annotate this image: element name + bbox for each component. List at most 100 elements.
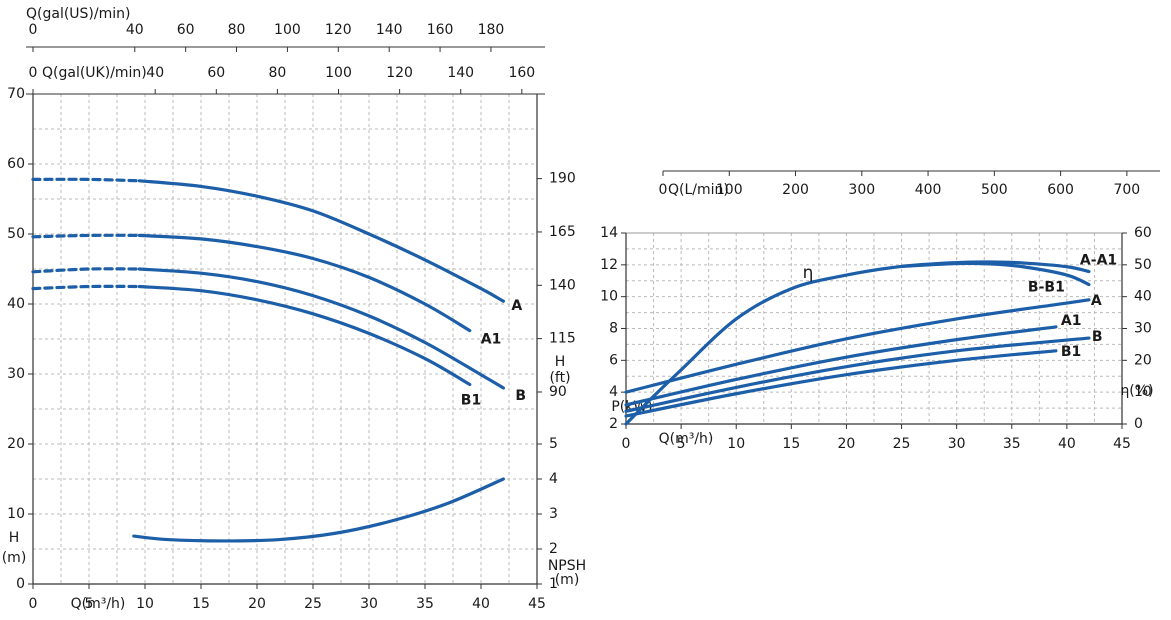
top-tick-label: 60 bbox=[207, 65, 225, 81]
y-tick-label: 10 bbox=[600, 289, 618, 305]
y-tick-label: 10 bbox=[7, 506, 25, 522]
y-axis-title: P(kW) bbox=[611, 399, 652, 415]
top-tick-label: 100 bbox=[716, 182, 743, 198]
top-tick-label: 80 bbox=[268, 65, 286, 81]
curve-label: B bbox=[1092, 329, 1103, 345]
curve bbox=[624, 349, 1058, 418]
curve bbox=[624, 260, 1091, 426]
y2-tick-label: 115 bbox=[549, 331, 576, 347]
y2-tick-label: 90 bbox=[549, 384, 567, 400]
curve-label: A bbox=[1091, 293, 1102, 309]
x-tick-label: 20 bbox=[838, 436, 856, 452]
top-tick-label: 140 bbox=[376, 22, 403, 38]
x-tick-label: 0 bbox=[622, 436, 631, 452]
curve bbox=[132, 477, 505, 543]
top-tick-label: 600 bbox=[1047, 182, 1074, 198]
top-tick-label: 0 bbox=[29, 65, 38, 81]
top-tick-label: 40 bbox=[146, 65, 164, 81]
y2-tick-label: 0 bbox=[1134, 416, 1143, 432]
x-tick-label: 45 bbox=[1113, 436, 1131, 452]
top-tick-label: 180 bbox=[478, 22, 505, 38]
y-tick-label: 50 bbox=[7, 226, 25, 242]
y-tick-label: 30 bbox=[7, 366, 25, 382]
x-tick-label: 10 bbox=[727, 436, 745, 452]
x-tick-label: 45 bbox=[528, 596, 546, 612]
curve bbox=[31, 177, 141, 183]
y2-tick-label: 30 bbox=[1134, 321, 1152, 337]
y3-tick-label: 2 bbox=[549, 541, 558, 557]
y-tick-label: 20 bbox=[7, 436, 25, 452]
y-tick-label: 60 bbox=[7, 156, 25, 172]
x-tick-label: 10 bbox=[136, 596, 154, 612]
y-tick-label: 14 bbox=[600, 225, 618, 241]
x-tick-label: 30 bbox=[948, 436, 966, 452]
y3-tick-label: 3 bbox=[549, 506, 558, 522]
y2-axis-title: H bbox=[555, 354, 566, 370]
curve bbox=[137, 267, 505, 390]
x-tick-label: 20 bbox=[248, 596, 266, 612]
x-axis-title: Q(m³/h) bbox=[659, 431, 714, 447]
y3-tick-label: 4 bbox=[549, 471, 558, 487]
y2-axis-title: (ft) bbox=[549, 370, 570, 386]
x-tick-label: 35 bbox=[416, 596, 434, 612]
top-tick-label: 100 bbox=[325, 65, 352, 81]
top-tick-label: 0 bbox=[659, 182, 668, 198]
y2-tick-label: 165 bbox=[549, 224, 576, 240]
curve bbox=[31, 267, 141, 274]
y-tick-label: 2 bbox=[609, 416, 618, 432]
x-tick-label: 0 bbox=[29, 596, 38, 612]
top-tick-label: 300 bbox=[848, 182, 875, 198]
y-tick-label: 40 bbox=[7, 296, 25, 312]
x-tick-label: 40 bbox=[1058, 436, 1076, 452]
curve-label: A1 bbox=[481, 332, 502, 348]
x-tick-label: 25 bbox=[893, 436, 911, 452]
x-tick-label: 5 bbox=[677, 436, 686, 452]
top-tick-label: 80 bbox=[228, 22, 246, 38]
y2-tick-label: 140 bbox=[549, 277, 576, 293]
top-tick-label: 120 bbox=[386, 65, 413, 81]
x-tick-label: 25 bbox=[304, 596, 322, 612]
y3-tick-label: 5 bbox=[549, 436, 558, 452]
curve-label: A bbox=[511, 298, 522, 314]
y-axis-title: (m) bbox=[2, 550, 27, 566]
curve bbox=[137, 284, 472, 387]
y-tick-label: 4 bbox=[609, 384, 618, 400]
top-tick-label: 700 bbox=[1113, 182, 1140, 198]
x-tick-label: 35 bbox=[1003, 436, 1021, 452]
y2-axis-title: η(%) bbox=[1120, 383, 1153, 399]
curve-label: B1 bbox=[1061, 344, 1081, 360]
x-tick-label: 5 bbox=[85, 596, 94, 612]
top-tick-label: 40 bbox=[126, 22, 144, 38]
y2-tick-label: 50 bbox=[1134, 257, 1152, 273]
curve bbox=[899, 261, 1091, 287]
x-axis-title: Q(m³/h) bbox=[71, 596, 126, 612]
curve-label: A-A1 bbox=[1080, 253, 1117, 269]
top-tick-label: 60 bbox=[177, 22, 195, 38]
curve bbox=[137, 179, 505, 303]
curve bbox=[624, 298, 1091, 394]
curve bbox=[624, 325, 1058, 407]
curve-label: B-B1 bbox=[1028, 280, 1065, 296]
y-tick-label: 70 bbox=[7, 86, 25, 102]
top-tick-label: 500 bbox=[981, 182, 1008, 198]
curve bbox=[31, 284, 141, 291]
top-tick-label: 140 bbox=[447, 65, 474, 81]
y2-tick-label: 20 bbox=[1134, 352, 1152, 368]
y3-tick-label: 1 bbox=[549, 576, 558, 592]
y2-tick-label: 190 bbox=[549, 171, 576, 187]
x-tick-label: 15 bbox=[782, 436, 800, 452]
top-tick-label: 160 bbox=[508, 65, 535, 81]
x-tick-label: 40 bbox=[472, 596, 490, 612]
y-tick-label: 8 bbox=[609, 321, 618, 337]
y3-axis-title: (m) bbox=[555, 572, 580, 588]
annotation: η bbox=[803, 263, 814, 283]
y-axis-title: H bbox=[9, 530, 20, 546]
top-tick-label: 400 bbox=[915, 182, 942, 198]
top-axis-title: Q(gal(US)/min) bbox=[26, 6, 130, 22]
y-tick-label: 0 bbox=[16, 576, 25, 592]
curve bbox=[137, 233, 472, 333]
top-tick-label: 120 bbox=[325, 22, 352, 38]
y3-axis-title: NPSH bbox=[548, 558, 586, 574]
